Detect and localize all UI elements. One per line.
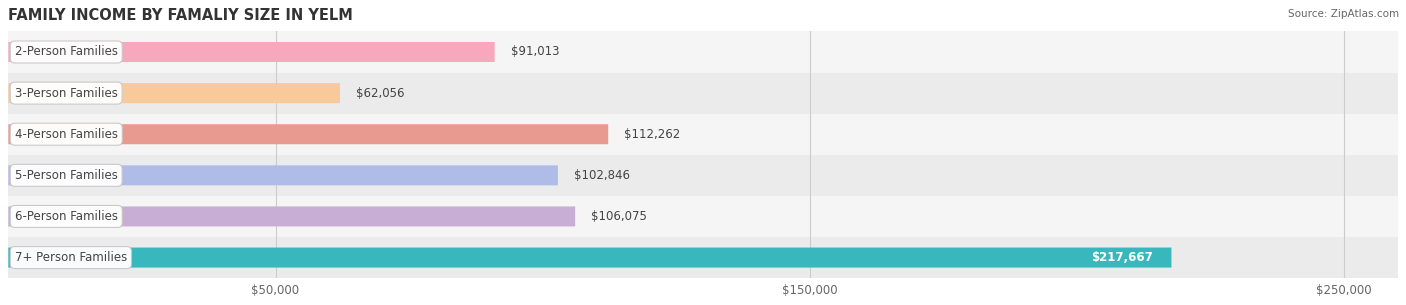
Text: 6-Person Families: 6-Person Families: [14, 210, 118, 223]
Text: 5-Person Families: 5-Person Families: [14, 169, 118, 182]
Text: $217,667: $217,667: [1091, 251, 1153, 264]
FancyBboxPatch shape: [8, 83, 340, 103]
FancyBboxPatch shape: [8, 124, 609, 144]
Text: $91,013: $91,013: [510, 45, 560, 59]
Text: FAMILY INCOME BY FAMALIY SIZE IN YELM: FAMILY INCOME BY FAMALIY SIZE IN YELM: [8, 8, 353, 23]
Text: Source: ZipAtlas.com: Source: ZipAtlas.com: [1288, 9, 1399, 19]
Bar: [8, 114, 1398, 155]
Text: 2-Person Families: 2-Person Families: [14, 45, 118, 59]
Bar: [8, 196, 1398, 237]
Bar: [8, 237, 1398, 278]
Text: $106,075: $106,075: [591, 210, 647, 223]
Text: $112,262: $112,262: [624, 128, 681, 141]
Text: $102,846: $102,846: [574, 169, 630, 182]
Bar: [8, 73, 1398, 114]
Text: $62,056: $62,056: [356, 87, 405, 100]
Text: 4-Person Families: 4-Person Families: [14, 128, 118, 141]
Bar: [8, 155, 1398, 196]
Text: 3-Person Families: 3-Person Families: [14, 87, 118, 100]
FancyBboxPatch shape: [8, 42, 495, 62]
FancyBboxPatch shape: [8, 165, 558, 185]
FancyBboxPatch shape: [8, 206, 575, 226]
Text: 7+ Person Families: 7+ Person Families: [14, 251, 127, 264]
FancyBboxPatch shape: [8, 248, 1171, 267]
Bar: [8, 31, 1398, 73]
